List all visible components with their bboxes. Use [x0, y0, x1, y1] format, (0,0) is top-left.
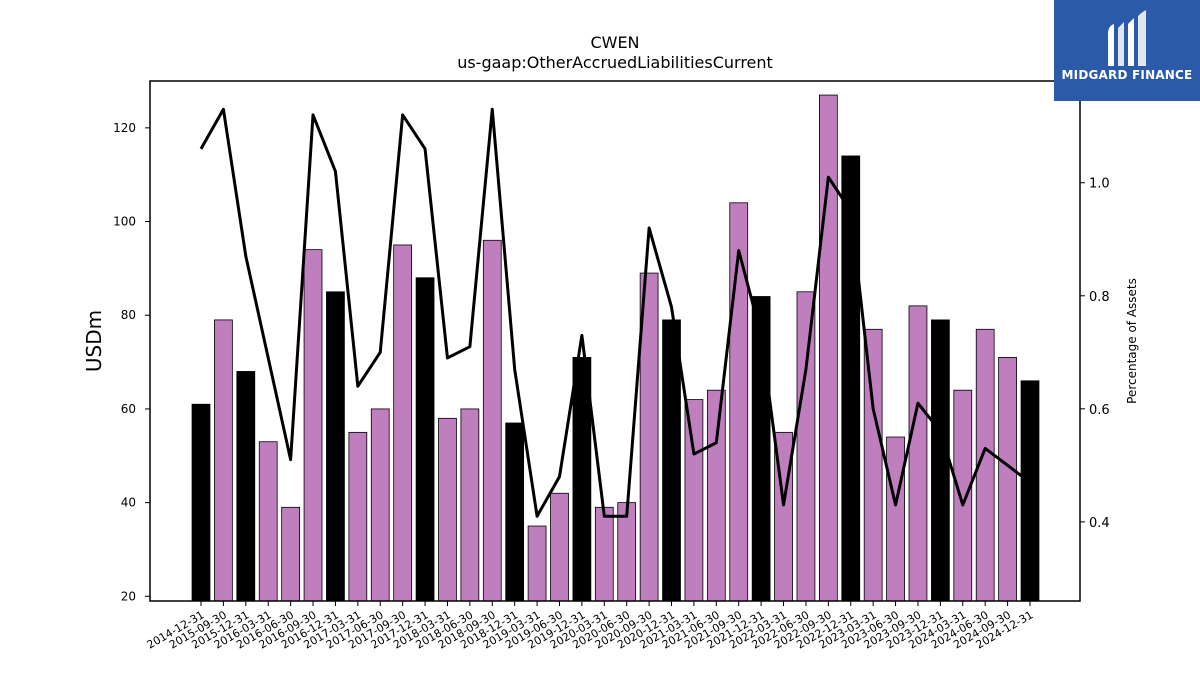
bar-2015-09-30 — [214, 319, 233, 602]
bar-2018-03-31 — [438, 417, 457, 602]
bar-2018-09-30 — [482, 239, 502, 602]
bar-2017-03-31 — [348, 431, 368, 602]
bar-2024-09-30 — [998, 356, 1017, 602]
bar-2023-12-31 — [931, 319, 950, 602]
bar-2021-03-31 — [684, 399, 704, 602]
bar-2024-12-31 — [1020, 380, 1040, 602]
x-axis-ticks: 2014-12-312015-09-302015-12-312016-03-31… — [145, 601, 1036, 652]
left-tick-label: 20 — [121, 589, 136, 603]
left-tick-label: 120 — [113, 121, 136, 135]
left-tick-label: 60 — [121, 402, 136, 416]
plot-frame — [149, 80, 1081, 602]
brand-logo: MIDGARD FINANCE — [1054, 0, 1200, 101]
bar-2015-12-31 — [236, 371, 256, 602]
bar-2016-09-30 — [303, 249, 323, 602]
chart-subtitle: us-gaap:OtherAccruedLiabilitiesCurrent — [457, 53, 773, 72]
bar-2023-09-30 — [908, 305, 928, 602]
bar-2019-03-31 — [527, 525, 547, 602]
bar-2018-12-31 — [505, 422, 525, 602]
bar-2017-06-30 — [370, 408, 390, 602]
bar-2019-06-30 — [550, 492, 569, 602]
bar-2017-12-31 — [415, 277, 435, 602]
bar-2023-06-30 — [886, 436, 905, 602]
bar-2024-03-31 — [953, 389, 973, 602]
bar-2017-09-30 — [393, 244, 413, 602]
bar-2022-06-30 — [796, 291, 816, 602]
bar-2014-12-31 — [191, 403, 211, 602]
line-group — [199, 107, 1031, 518]
bar-2016-03-31 — [258, 441, 278, 602]
bar-2023-03-31 — [863, 328, 883, 602]
right-tick-label: 0.8 — [1089, 290, 1110, 305]
left-axis-ticks: 20 40 60 80 100 120 — [113, 121, 150, 603]
bar-2018-06-30 — [460, 408, 480, 602]
midgard-logo-icon — [1108, 10, 1146, 66]
y-axis-label: USDm — [82, 310, 106, 372]
right-axis-ticks: 0.4 0.6 0.8 1.0 — [1080, 177, 1110, 531]
bar-2021-06-30 — [706, 389, 726, 602]
bar-2016-12-31 — [326, 291, 345, 602]
brand-name: MIDGARD FINANCE — [1061, 68, 1193, 82]
bar-2016-06-30 — [281, 506, 300, 602]
right-tick-label: 1.0 — [1089, 177, 1110, 192]
left-tick-label: 100 — [113, 215, 136, 229]
y2-axis-label: Percentage of Assets — [1125, 278, 1139, 404]
percentage-line — [199, 107, 1031, 518]
bar-2020-12-31 — [662, 319, 681, 602]
left-tick-label: 80 — [121, 308, 136, 322]
bar-2022-09-30 — [818, 94, 838, 602]
right-tick-label: 0.4 — [1089, 516, 1110, 531]
chart-title: CWEN — [590, 33, 639, 52]
right-tick-label: 0.6 — [1089, 403, 1110, 418]
bar-2020-03-31 — [594, 506, 614, 602]
left-tick-label: 40 — [121, 496, 136, 510]
bars-group — [191, 94, 1040, 602]
